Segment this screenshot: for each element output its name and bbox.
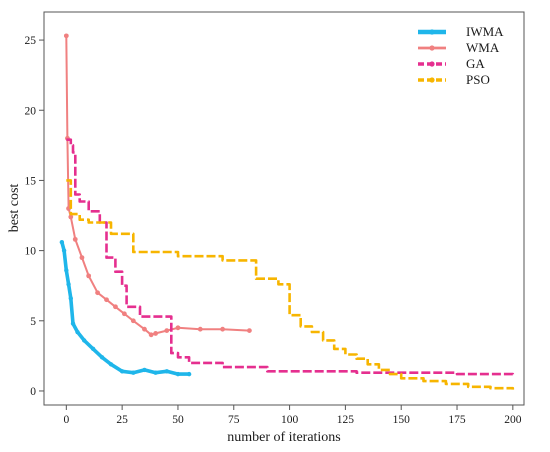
series-point-wma <box>246 328 252 334</box>
plot-frame <box>43 11 525 406</box>
x-tick-label: 25 <box>116 414 128 426</box>
x-axis-title: number of iterations <box>227 430 341 445</box>
legend-marker-ga <box>429 61 435 67</box>
legend-marker-wma <box>429 45 435 51</box>
series-point-wma <box>121 311 127 317</box>
series-point-wma <box>130 318 136 324</box>
series-line-pso <box>66 179 515 390</box>
y-tick-label: 15 <box>25 175 37 187</box>
series-point-iwma <box>108 362 114 367</box>
x-tick-label: 200 <box>504 414 522 426</box>
series-point-iwma <box>142 367 147 373</box>
series-point-iwma <box>70 321 76 326</box>
series-point-wma <box>86 273 92 279</box>
series-point-iwma <box>164 369 169 374</box>
x-tick-label: 75 <box>228 414 240 426</box>
series-point-wma <box>79 255 85 261</box>
legend-label-wma: WMA <box>466 40 500 55</box>
series-point-wma <box>220 326 226 332</box>
series-point-iwma <box>175 371 181 377</box>
series-point-wma <box>175 325 181 331</box>
series-point-wma <box>148 332 154 338</box>
x-tick-label: 50 <box>172 414 184 426</box>
series-point-iwma <box>99 355 105 360</box>
series-point-wma <box>142 326 147 332</box>
series-point-iwma <box>131 370 136 375</box>
legend-marker-pso <box>429 77 435 83</box>
series-point-iwma <box>75 329 80 335</box>
series-point-wma <box>72 236 78 242</box>
y-tick-label: 25 <box>25 35 37 47</box>
y-tick-label: 0 <box>30 386 36 398</box>
y-tick-label: 10 <box>25 246 37 258</box>
legend-label-pso: PSO <box>466 72 490 87</box>
x-tick-label: 125 <box>337 414 355 426</box>
x-tick-label: 0 <box>63 414 69 426</box>
series-point-wma <box>104 297 109 303</box>
series-point-iwma <box>61 248 67 253</box>
y-axis-title: best cost <box>7 184 22 233</box>
series-point-wma <box>68 214 74 220</box>
series-point-iwma <box>119 369 125 374</box>
series-line-ga <box>66 138 515 376</box>
series-point-wma <box>95 290 100 296</box>
series-point-wma <box>63 33 69 39</box>
series-layer <box>59 33 515 390</box>
series-point-wma <box>113 304 118 310</box>
legend-label-iwma: IWMA <box>466 24 504 39</box>
y-tick-label: 20 <box>25 105 37 117</box>
x-tick-label: 175 <box>448 414 466 426</box>
series-point-iwma <box>186 371 192 377</box>
legend-marker-iwma <box>429 29 435 35</box>
series-point-iwma <box>153 370 158 375</box>
x-tick-label: 100 <box>281 414 299 426</box>
y-tick-label: 5 <box>30 316 36 328</box>
series-point-iwma <box>90 346 96 352</box>
x-tick-label: 150 <box>393 414 411 426</box>
series-point-wma <box>197 326 203 332</box>
series-point-iwma <box>68 296 73 301</box>
series-point-iwma <box>66 282 71 287</box>
series-point-iwma <box>81 338 87 343</box>
legend-label-ga: GA <box>466 56 485 71</box>
series-point-wma <box>164 328 170 334</box>
series-point-wma <box>153 331 159 336</box>
series-point-iwma <box>64 268 69 273</box>
ticks-layer: 0 25 50 75 100 125 150 175 200 0 5 10 15 20 25 <box>25 35 522 426</box>
series-point-iwma <box>59 239 65 245</box>
